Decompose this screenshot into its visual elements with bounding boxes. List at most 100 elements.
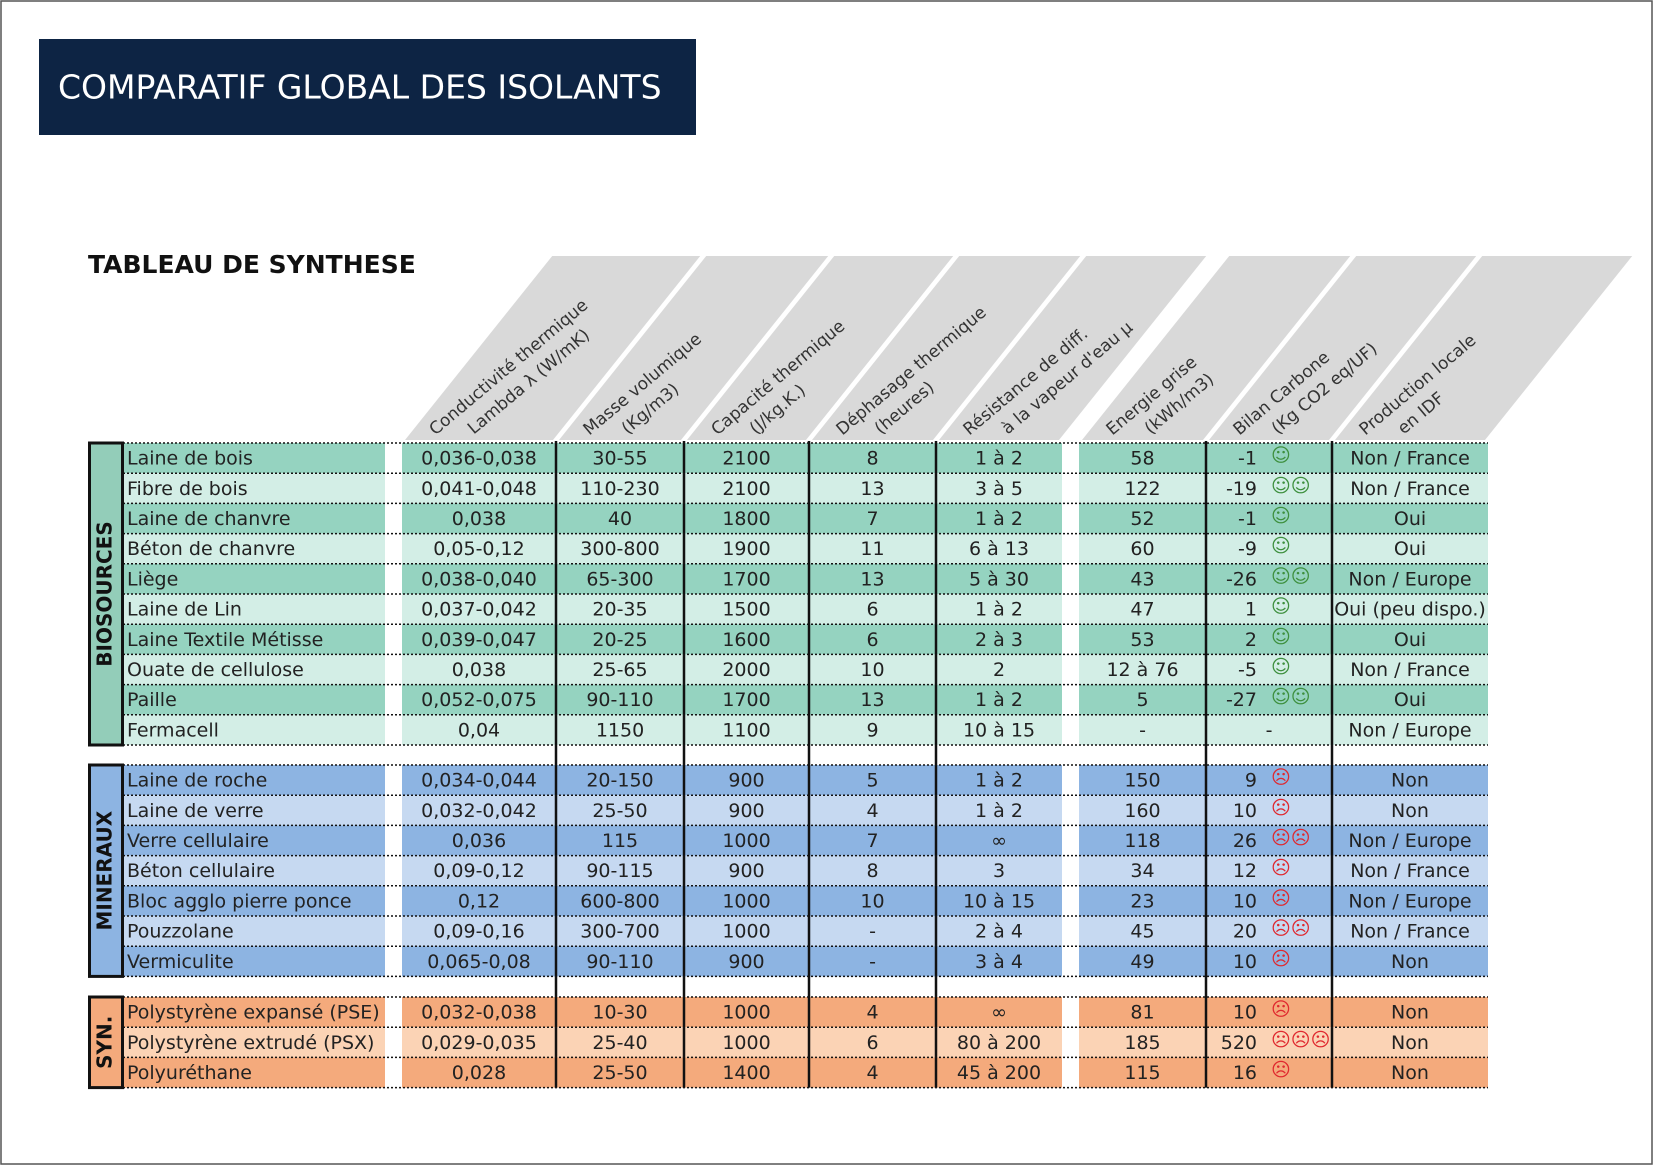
cell: 10	[860, 890, 884, 912]
row-bg	[1079, 443, 1488, 474]
cell: Non / France	[1350, 860, 1470, 882]
row-bg	[123, 1057, 385, 1088]
cell: Non	[1391, 1002, 1429, 1024]
row-bg	[1079, 503, 1488, 534]
cell: 45 à 200	[957, 1062, 1041, 1084]
material-name: Pouzzolane	[127, 921, 234, 943]
cell: 34	[1130, 860, 1154, 882]
cell: 1000	[722, 1032, 770, 1054]
cell: 0,039-0,047	[421, 629, 537, 651]
cell: Non	[1391, 951, 1429, 973]
row-bg	[402, 765, 1062, 796]
cell: 10	[860, 659, 884, 681]
cell: 23	[1130, 890, 1154, 912]
group-box	[88, 441, 124, 747]
carbon-value: 10	[1233, 1002, 1257, 1024]
carbon-icons: ☹☹	[1271, 918, 1311, 940]
row-bg	[402, 654, 1062, 685]
row-bg	[1079, 855, 1488, 886]
row-bg	[1079, 563, 1488, 594]
cell: 0,041-0,048	[421, 478, 537, 500]
carbon-value: -1	[1238, 448, 1257, 470]
cell: Non	[1391, 800, 1429, 822]
row-bg	[402, 563, 1062, 594]
cell: 6	[866, 1032, 878, 1054]
carbon-icons: ☺☺	[1271, 686, 1311, 708]
material-name: Paille	[127, 689, 177, 711]
material-name: Béton cellulaire	[127, 860, 275, 882]
cell: 115	[1124, 1062, 1160, 1084]
carbon-value: 10	[1233, 800, 1257, 822]
carbon-value: -5	[1238, 659, 1257, 681]
row-bg	[402, 916, 1062, 947]
cell: 52	[1130, 508, 1154, 530]
carbon-value: 9	[1245, 770, 1257, 792]
material-name: Bloc agglo pierre ponce	[127, 890, 352, 912]
cell: 1 à 2	[975, 689, 1023, 711]
cell: 600-800	[580, 890, 659, 912]
row-bg	[123, 795, 385, 826]
cell: 122	[1124, 478, 1160, 500]
carbon-value: 16	[1233, 1062, 1257, 1084]
material-name: Fibre de bois	[127, 478, 248, 500]
cell: Non	[1391, 1062, 1429, 1084]
cell: 1400	[722, 1062, 770, 1084]
carbon-value: 10	[1233, 951, 1257, 973]
cell: 1700	[722, 568, 770, 590]
cell: 8	[866, 860, 878, 882]
cell: 6	[866, 599, 878, 621]
row-bg	[402, 473, 1062, 504]
cell: 58	[1130, 448, 1154, 470]
material-name: Laine de verre	[127, 800, 264, 822]
cell: 0,029-0,035	[421, 1032, 537, 1054]
cell: 0,038-0,040	[421, 568, 537, 590]
cell: 1000	[722, 830, 770, 852]
carbon-value: -1	[1238, 508, 1257, 530]
material-name: Laine Textile Métisse	[127, 629, 323, 651]
row-bg	[402, 533, 1062, 564]
cell: 150	[1124, 770, 1160, 792]
cell: -	[869, 921, 876, 943]
group-label: BIOSOURCES	[93, 521, 117, 666]
row-bg	[123, 855, 385, 886]
carbon-icons: ☺	[1271, 656, 1291, 678]
cell: Oui	[1394, 689, 1426, 711]
row-bg	[1079, 624, 1488, 655]
row-bg	[123, 624, 385, 655]
carbon-value: 12	[1233, 860, 1257, 882]
cell: 30-55	[592, 448, 647, 470]
cell: 20-150	[586, 770, 653, 792]
row-bg	[1079, 885, 1488, 916]
cell: 7	[866, 508, 878, 530]
row-bg	[402, 684, 1062, 715]
carbon-icons: ☹☹☹	[1271, 1029, 1330, 1051]
row-bg	[402, 1057, 1062, 1088]
row-bg	[1079, 654, 1488, 685]
header-stripe	[1209, 256, 1477, 440]
cell: 1000	[722, 921, 770, 943]
cell: 3 à 5	[975, 478, 1023, 500]
carbon-icons: ☺	[1271, 596, 1291, 618]
cell: Oui	[1394, 538, 1426, 560]
row-bg	[1079, 594, 1488, 625]
cell: 90-110	[586, 689, 653, 711]
carbon-icons: ☺	[1271, 626, 1291, 648]
cell: 115	[602, 830, 638, 852]
cell: Non / Europe	[1348, 830, 1471, 852]
row-bg	[123, 443, 385, 474]
cell: 9	[866, 719, 878, 741]
header-stripe	[559, 256, 829, 440]
cell: 1600	[722, 629, 770, 651]
cell: 0,09-0,16	[433, 921, 524, 943]
header-stripe	[1335, 256, 1633, 440]
cell: 20-25	[592, 629, 647, 651]
group-label: MINERAUX	[93, 810, 117, 930]
cell: Non / Europe	[1348, 719, 1471, 741]
cell: 900	[728, 951, 764, 973]
material-name: Polyuréthane	[127, 1062, 252, 1084]
carbon-value: 26	[1233, 830, 1257, 852]
cell: ∞	[991, 1002, 1007, 1024]
row-bg	[1079, 795, 1488, 826]
cell: 90-110	[586, 951, 653, 973]
